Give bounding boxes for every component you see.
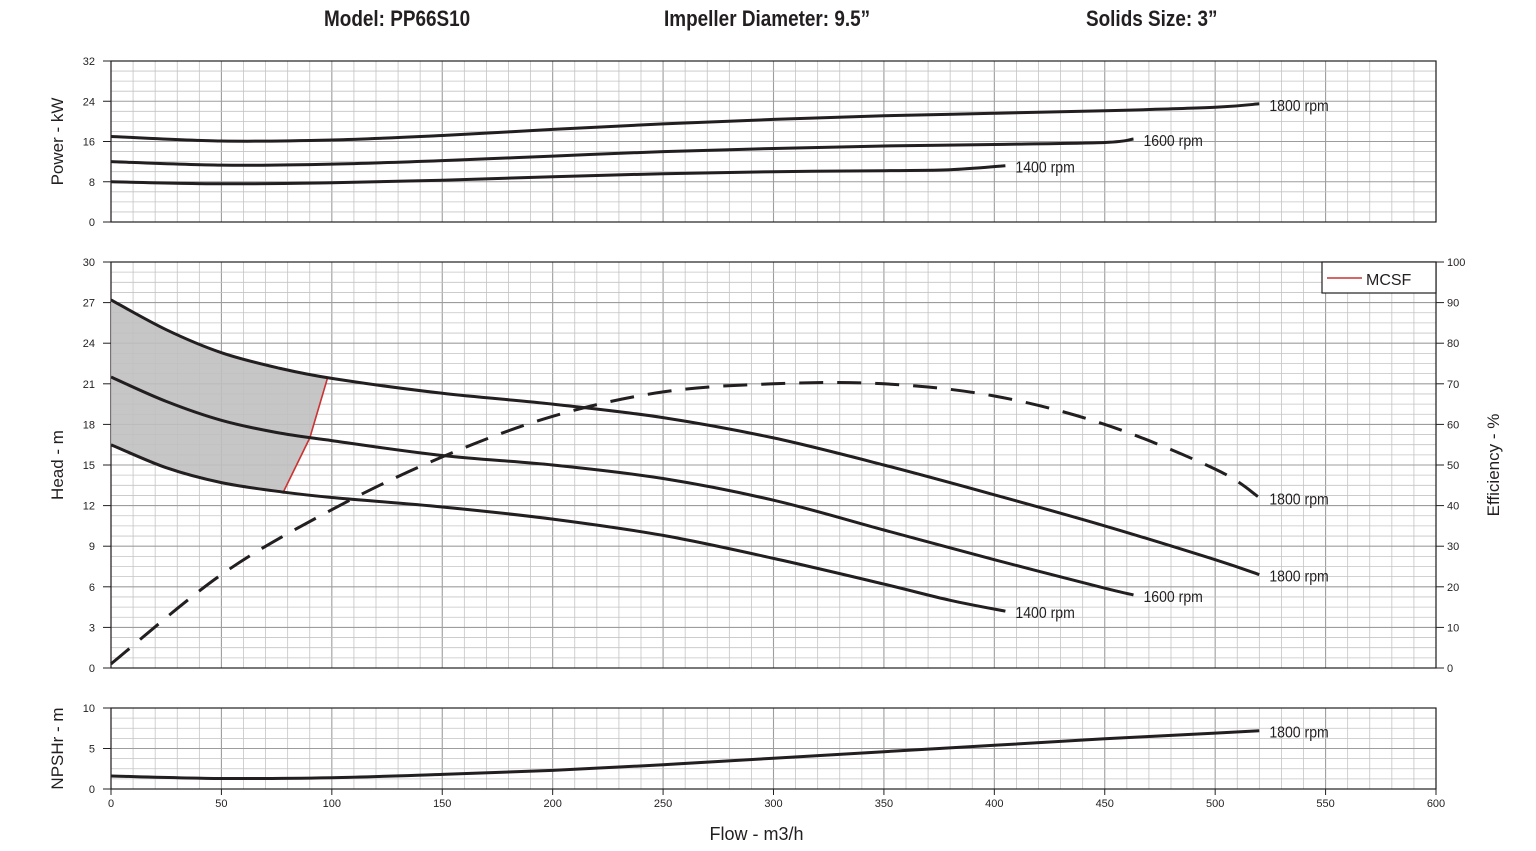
x-tick-label: 50: [215, 798, 227, 810]
y-tick-label: 32: [83, 56, 95, 68]
npshr-y-axis-label: NPSHr - m: [48, 707, 67, 789]
y-tick-label: 21: [83, 379, 95, 391]
x-tick-label: 0: [108, 798, 114, 810]
power-curve-1800-rpm: [110, 102, 1260, 143]
x-tick-label: 350: [875, 798, 893, 810]
y-tick-label: 6: [89, 582, 95, 594]
y-tick-label: 12: [83, 501, 95, 513]
y2-tick-label: 90: [1447, 298, 1459, 310]
head-curve-efficiency-1800-rpm-label: 1800 rpm: [1269, 491, 1328, 509]
x-axis-label: Flow - m3/h: [709, 824, 803, 844]
y2-tick-label: 20: [1447, 582, 1459, 594]
x-tick-label: 200: [543, 798, 561, 810]
x-tick-label: 450: [1096, 798, 1114, 810]
y2-tick-label: 0: [1447, 663, 1453, 675]
head-curve-1600-rpm-label: 1600 rpm: [1143, 588, 1202, 606]
head-curve-1400-rpm-label: 1400 rpm: [1015, 604, 1074, 622]
x-tick-label: 150: [433, 798, 451, 810]
y-tick-label: 10: [83, 703, 95, 715]
y2-tick-label: 30: [1447, 541, 1459, 553]
y-tick-label: 9: [89, 541, 95, 553]
model-title: Model: PP66S10: [324, 6, 471, 31]
head-grid: [110, 262, 1437, 669]
power-curve-1800-rpm-label: 1800 rpm: [1269, 97, 1328, 115]
power-curve-1600-rpm: [110, 137, 1134, 167]
y-tick-label: 8: [89, 177, 95, 189]
npshr-curve-1800-rpm: [110, 729, 1260, 781]
y-tick-label: 0: [89, 217, 95, 229]
y2-tick-label: 10: [1447, 622, 1459, 634]
mcsf-shaded-region: [111, 299, 328, 493]
y-tick-label: 24: [83, 96, 95, 108]
x-tick-label: 500: [1206, 798, 1224, 810]
power-curve-1400-rpm-label: 1400 rpm: [1015, 159, 1074, 177]
x-tick-label: 550: [1316, 798, 1334, 810]
y-tick-label: 24: [83, 338, 95, 350]
power-curve-1400-rpm: [110, 164, 1006, 186]
head-curve-efficiency-1800-rpm: [110, 381, 1261, 666]
y2-tick-label: 80: [1447, 338, 1459, 350]
y-tick-label: 16: [83, 137, 95, 149]
x-tick-label: 600: [1427, 798, 1445, 810]
y-tick-label: 3: [89, 622, 95, 634]
power-curve-1600-rpm-label: 1600 rpm: [1143, 132, 1202, 150]
y-tick-label: 27: [83, 298, 95, 310]
y2-tick-label: 50: [1447, 460, 1459, 472]
x-tick-label: 300: [764, 798, 782, 810]
head-curve-1400-rpm: [110, 443, 1006, 613]
y-tick-label: 0: [89, 663, 95, 675]
head-curve-1800-rpm: [110, 298, 1260, 577]
solids-size-title: Solids Size: 3”: [1086, 6, 1218, 31]
mcsf-legend: [1321, 261, 1437, 294]
y2-tick-label: 40: [1447, 501, 1459, 513]
head-y2-axis-label: Efficiency - %: [1484, 414, 1503, 517]
y2-tick-label: 60: [1447, 419, 1459, 431]
npshr-curve-1800-rpm-label: 1800 rpm: [1269, 724, 1328, 742]
y-tick-label: 5: [89, 744, 95, 756]
x-tick-label: 250: [654, 798, 672, 810]
y-tick-label: 30: [83, 257, 95, 269]
impeller-diameter-title: Impeller Diameter: 9.5”: [664, 6, 871, 31]
head-y-axis-label: Head - m: [48, 430, 67, 500]
legend-label: MCSF: [1366, 272, 1412, 289]
y2-tick-label: 100: [1447, 257, 1465, 269]
y2-tick-label: 70: [1447, 379, 1459, 391]
x-tick-label: 100: [323, 798, 341, 810]
head-curve-1800-rpm-label: 1800 rpm: [1269, 568, 1328, 586]
y-tick-label: 15: [83, 460, 95, 472]
power-y-axis-label: Power - kW: [48, 98, 67, 186]
head-curve-1600-rpm: [110, 375, 1134, 597]
y-tick-label: 0: [89, 784, 95, 796]
y-tick-label: 18: [83, 419, 95, 431]
x-tick-label: 400: [985, 798, 1003, 810]
